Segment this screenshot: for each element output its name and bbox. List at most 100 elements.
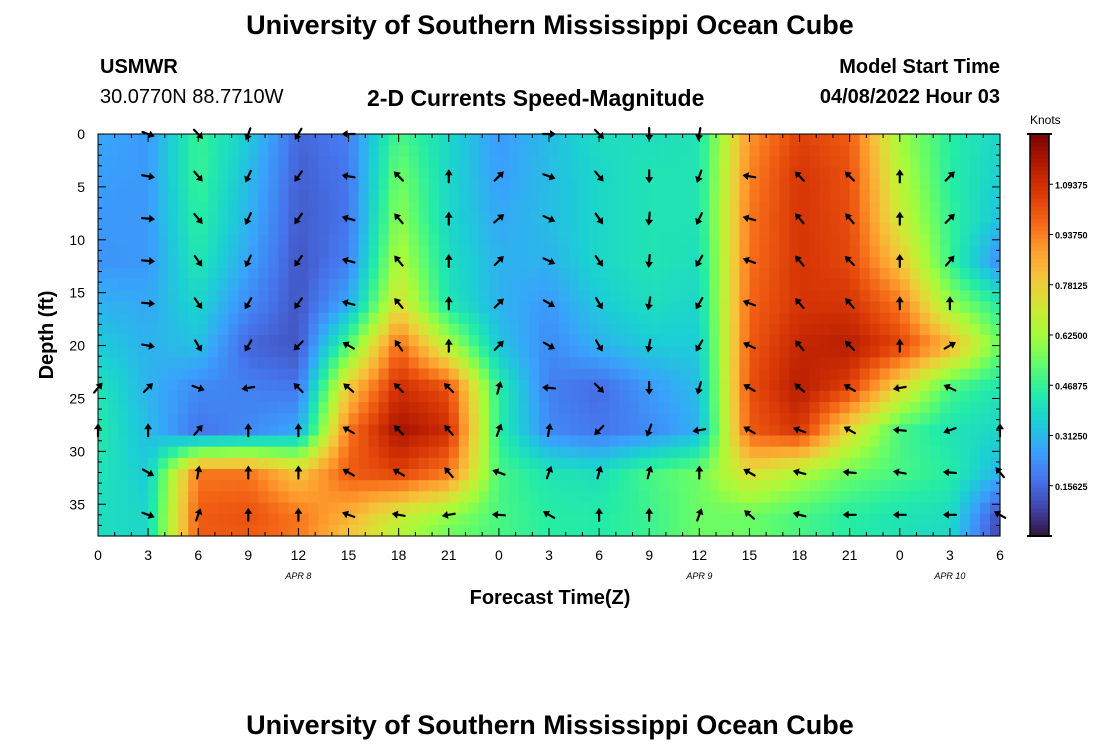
- heatmap-cell: [418, 201, 430, 213]
- chart-axes: 0 3 6 9 12 15 18 21 0 3 6 9 12 15 18 21 0 3 60510152025303…: [69, 126, 1004, 581]
- heatmap-cell: [579, 480, 590, 492]
- heatmap-cell: [258, 502, 269, 515]
- heatmap-cell: [689, 279, 700, 291]
- heatmap-cell: [989, 357, 1001, 370]
- current-arrow: [595, 507, 604, 522]
- heatmap-cell: [138, 189, 149, 202]
- heatmap-cell: [919, 290, 931, 303]
- heatmap-cell: [769, 268, 781, 280]
- heatmap-cell: [949, 513, 961, 526]
- heatmap-cell: [789, 145, 801, 157]
- heatmap-cell: [689, 379, 700, 392]
- heatmap-cell: [649, 323, 660, 336]
- arrow-head: [444, 338, 453, 345]
- arrow-head: [194, 465, 203, 473]
- heatmap-cell: [869, 524, 881, 537]
- heatmap-cell: [719, 234, 730, 247]
- heatmap-cell: [158, 201, 169, 213]
- current-arrow: [294, 507, 303, 522]
- heatmap-cell: [809, 256, 821, 269]
- current-arrow: [142, 382, 154, 394]
- heatmap-cell: [348, 346, 360, 358]
- heatmap-cell: [448, 491, 460, 504]
- heatmap-cell: [208, 413, 219, 425]
- heatmap-cell: [428, 189, 440, 202]
- heatmap-cell: [619, 156, 630, 169]
- heatmap-cell: [949, 189, 961, 202]
- heatmap-cell: [649, 435, 660, 448]
- heatmap-cell: [659, 513, 670, 526]
- heatmap-cell: [118, 245, 129, 258]
- heatmap-cell: [248, 446, 259, 459]
- heatmap-cell: [849, 234, 861, 247]
- heatmap-cell: [799, 323, 811, 336]
- heatmap-cell: [979, 145, 991, 157]
- heatmap-cell: [879, 134, 891, 146]
- heatmap-cell: [458, 167, 470, 180]
- heatmap-cell: [248, 457, 259, 470]
- heatmap-cell: [248, 268, 259, 280]
- current-arrow: [341, 299, 356, 307]
- heatmap-cell: [619, 279, 630, 291]
- heatmap-cell: [559, 268, 570, 280]
- heatmap-cell: [599, 435, 610, 448]
- heatmap-cell: [739, 279, 751, 291]
- heatmap-cell: [508, 335, 520, 347]
- heatmap-cell: [989, 390, 1001, 403]
- heatmap-cell: [629, 134, 640, 146]
- heatmap-cell: [679, 346, 690, 358]
- current-arrow: [193, 254, 203, 267]
- current-arrow: [194, 465, 203, 480]
- heatmap-cell: [338, 223, 350, 236]
- heatmap-cell: [659, 357, 670, 370]
- heatmap-cell: [749, 145, 761, 157]
- heatmap-cell: [649, 502, 660, 515]
- heatmap-cell: [549, 379, 560, 392]
- heatmap-cell: [478, 301, 490, 314]
- current-arrow: [141, 172, 155, 181]
- heatmap-cell: [569, 201, 580, 213]
- heatmap-cell: [338, 368, 350, 381]
- heatmap-cell: [288, 268, 300, 280]
- heatmap-cell: [478, 323, 490, 336]
- heatmap-cell: [278, 234, 290, 247]
- heatmap-cell: [258, 245, 269, 258]
- heatmap-cell: [879, 201, 891, 213]
- heatmap-cell: [208, 390, 219, 403]
- heatmap-cell: [488, 524, 500, 537]
- heatmap-cell: [298, 134, 310, 146]
- heatmap-cell: [579, 189, 590, 202]
- heatmap-cell: [649, 312, 660, 325]
- arrow-head: [942, 468, 950, 477]
- heatmap-cell: [599, 290, 610, 303]
- heatmap-cell: [378, 480, 390, 492]
- heatmap-cell: [989, 413, 1001, 425]
- heatmap-cell: [298, 346, 310, 358]
- heatmap-cell: [559, 435, 570, 448]
- heatmap-cell: [599, 524, 610, 537]
- heatmap-cell: [979, 379, 991, 392]
- heatmap-cell: [799, 212, 811, 224]
- arrow-head: [444, 467, 452, 475]
- heatmap-cell: [508, 413, 520, 425]
- heatmap-cell: [328, 212, 340, 224]
- heatmap-cell: [759, 457, 771, 470]
- heatmap-cell: [238, 368, 249, 381]
- heatmap-cell: [358, 335, 370, 347]
- heatmap-cell: [859, 390, 871, 403]
- heatmap-cell: [589, 312, 600, 325]
- heatmap-cell: [278, 212, 290, 224]
- heatmap-cell: [569, 256, 580, 269]
- heatmap-cell: [318, 256, 330, 269]
- heatmap-cell: [719, 491, 730, 504]
- heatmap-cell: [108, 491, 119, 504]
- heatmap-cell: [789, 435, 801, 448]
- heatmap-cell: [899, 201, 911, 213]
- heatmap-cell: [929, 390, 941, 403]
- heatmap-cell: [348, 212, 360, 224]
- heatmap-cell: [779, 167, 791, 180]
- heatmap-cell: [829, 279, 841, 291]
- heatmap-cell: [889, 413, 901, 425]
- heatmap-cell: [779, 301, 791, 314]
- heatmap-cell: [759, 189, 771, 202]
